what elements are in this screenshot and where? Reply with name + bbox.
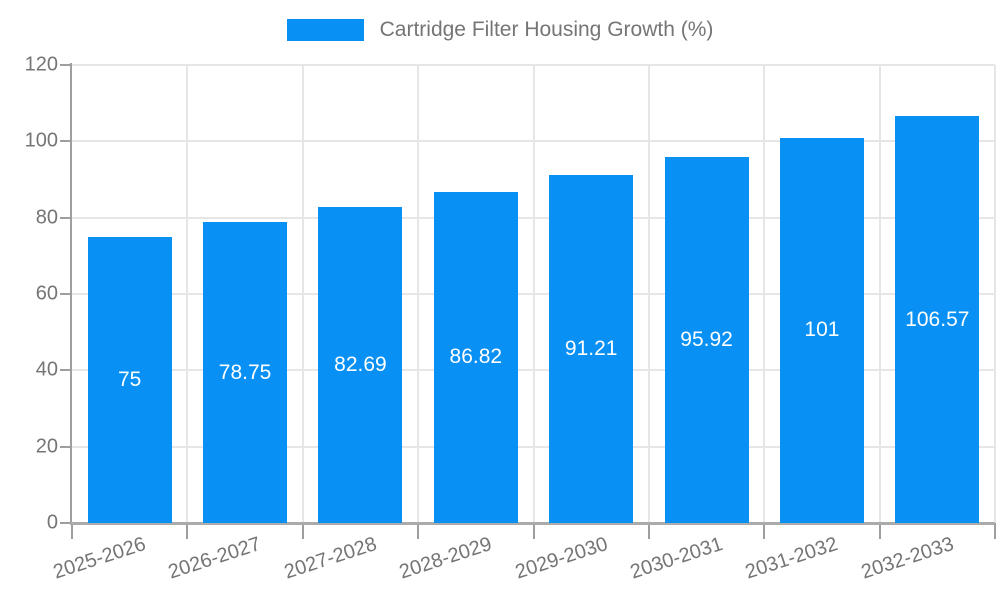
y-axis-line bbox=[70, 63, 72, 523]
y-axis-tick bbox=[60, 293, 72, 295]
gridline-vertical bbox=[647, 65, 650, 523]
chart-legend: Cartridge Filter Housing Growth (%) bbox=[0, 18, 1000, 42]
bar bbox=[895, 116, 980, 523]
bar-value-label: 91.21 bbox=[564, 336, 618, 360]
x-axis-tick bbox=[647, 523, 650, 539]
x-axis-label: 2030-2031 bbox=[627, 533, 726, 584]
y-axis-label: 60 bbox=[35, 282, 58, 305]
x-axis-tick bbox=[186, 523, 189, 539]
bar bbox=[433, 191, 518, 523]
y-axis-tick bbox=[60, 216, 72, 219]
x-axis-tick bbox=[532, 523, 535, 539]
x-axis-label: 2028-2029 bbox=[396, 533, 495, 584]
y-axis-tick bbox=[60, 140, 72, 143]
x-axis-label: 2026-2027 bbox=[166, 533, 264, 584]
legend-label: Cartridge Filter Housing Growth (%) bbox=[379, 18, 714, 41]
y-axis-tick bbox=[60, 522, 72, 524]
bar bbox=[87, 236, 172, 523]
gridline-vertical bbox=[994, 65, 996, 523]
gridline-vertical bbox=[878, 65, 881, 523]
x-axis-tick bbox=[71, 523, 73, 539]
y-axis-tick bbox=[60, 445, 72, 448]
bar bbox=[779, 137, 864, 523]
gridline-vertical bbox=[532, 65, 535, 523]
y-axis-tick bbox=[60, 369, 72, 372]
gridline-vertical bbox=[301, 65, 304, 523]
x-axis-label: 2031-2032 bbox=[742, 533, 841, 584]
y-axis-label: 40 bbox=[35, 358, 58, 381]
bar-value-label: 78.75 bbox=[218, 360, 272, 384]
y-axis-tick bbox=[60, 64, 72, 66]
y-axis-label: 0 bbox=[46, 511, 58, 534]
x-axis-label: 2025-2026 bbox=[50, 533, 149, 584]
x-axis-tick bbox=[301, 523, 304, 539]
bar-value-label: 106.57 bbox=[905, 307, 970, 331]
bar-value-label: 95.92 bbox=[680, 327, 733, 351]
bar bbox=[318, 207, 403, 523]
y-axis-label: 20 bbox=[35, 435, 58, 458]
gridline-vertical bbox=[417, 65, 420, 523]
gridline-vertical bbox=[763, 65, 766, 523]
bar bbox=[664, 156, 749, 523]
bar bbox=[203, 222, 288, 523]
x-axis-label: 2029-2030 bbox=[512, 533, 610, 584]
bar-value-label: 82.69 bbox=[334, 353, 387, 377]
x-axis-tick bbox=[994, 523, 996, 539]
bar-value-label: 86.82 bbox=[449, 345, 503, 369]
y-axis-label: 80 bbox=[35, 206, 58, 229]
gridline-vertical bbox=[186, 65, 189, 523]
x-axis-tick bbox=[878, 523, 881, 539]
x-axis-line bbox=[70, 522, 995, 525]
x-axis-label: 2032-2033 bbox=[858, 533, 957, 584]
x-axis-tick bbox=[763, 523, 766, 539]
bar-value-label: 75 bbox=[118, 367, 142, 391]
y-axis-label: 120 bbox=[24, 53, 58, 76]
x-axis-label: 2027-2028 bbox=[281, 533, 380, 584]
x-axis-tick bbox=[417, 523, 420, 539]
bar-value-label: 101 bbox=[804, 318, 840, 342]
y-axis-label: 100 bbox=[24, 129, 58, 152]
legend-swatch bbox=[286, 19, 364, 41]
bar bbox=[549, 174, 634, 523]
